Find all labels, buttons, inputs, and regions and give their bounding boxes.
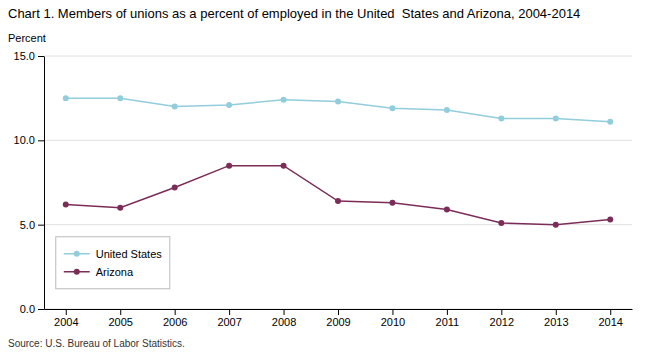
x-tick-label: 2014 <box>598 316 622 328</box>
marker <box>117 205 123 211</box>
x-tick-mark <box>338 309 339 315</box>
grid-line <box>44 140 632 141</box>
line <box>66 166 610 225</box>
y-tick: 10.0 <box>14 134 44 146</box>
x-tick: 2009 <box>326 309 350 328</box>
marker <box>63 201 69 207</box>
series <box>63 163 613 228</box>
marker <box>498 220 504 226</box>
marker <box>498 115 504 121</box>
x-tick-label: 2011 <box>436 316 460 328</box>
marker <box>226 163 232 169</box>
marker <box>553 222 559 228</box>
x-tick: 2006 <box>163 309 187 328</box>
x-tick-mark <box>501 309 502 315</box>
plot: 2004 2005 2006 2007 2008 2009 2010 2011 2012 2013… <box>14 50 633 328</box>
marker <box>389 105 395 111</box>
marker <box>172 185 178 191</box>
x-tick-label: 2006 <box>163 316 187 328</box>
marker <box>335 99 341 105</box>
legend-marker <box>74 251 80 257</box>
legend-box <box>56 237 170 289</box>
y-tick-mark <box>38 56 44 57</box>
y-axis: 0.0 5.0 10.0 15.0 <box>14 50 45 315</box>
x-tick-label: 2012 <box>490 316 514 328</box>
marker <box>281 163 287 169</box>
y-tick-label: 10.0 <box>14 134 35 146</box>
x-tick: 2010 <box>381 309 405 328</box>
marker <box>63 95 69 101</box>
y-axis-line <box>44 57 45 310</box>
legend-marker <box>74 269 80 275</box>
x-tick-mark <box>175 309 176 315</box>
marker <box>172 104 178 110</box>
x-tick: 2014 <box>598 309 622 328</box>
y-tick: 5.0 <box>20 219 44 231</box>
x-axis: 2004 2005 2006 2007 2008 2009 2010 2011 2012 2013… <box>45 309 633 328</box>
y-tick-mark <box>38 140 44 141</box>
x-tick: 2007 <box>217 309 241 328</box>
marker <box>607 217 613 223</box>
x-tick-label: 2007 <box>217 316 241 328</box>
y-tick: 0.0 <box>20 303 44 315</box>
x-tick-mark <box>229 309 230 315</box>
marker <box>281 97 287 103</box>
y-tick-label: 5.0 <box>20 219 35 231</box>
x-tick: 2004 <box>54 309 78 328</box>
x-tick: 2013 <box>544 309 568 328</box>
x-tick-label: 2004 <box>54 316 78 328</box>
marker <box>444 206 450 212</box>
marker <box>444 107 450 113</box>
x-tick-label: 2010 <box>381 316 405 328</box>
grid-line <box>44 56 632 57</box>
y-axis-title: Percent <box>8 32 46 44</box>
legend-label: Arizona <box>96 266 134 278</box>
marker <box>553 115 559 121</box>
y-tick: 15.0 <box>14 50 44 62</box>
legend: United States Arizona <box>56 237 170 289</box>
x-tick-label: 2013 <box>544 316 568 328</box>
grid <box>44 56 632 309</box>
x-tick-mark <box>284 309 285 315</box>
y-tick-mark <box>38 225 44 226</box>
x-tick-mark <box>66 309 67 315</box>
y-tick-label: 0.0 <box>20 303 35 315</box>
x-tick: 2011 <box>436 309 460 328</box>
marker <box>335 198 341 204</box>
x-tick-mark <box>120 309 121 315</box>
y-tick-label: 15.0 <box>14 50 35 62</box>
x-tick-label: 2008 <box>272 316 296 328</box>
marker <box>389 200 395 206</box>
title: Chart 1. Members of unions as a percent … <box>8 6 580 21</box>
x-tick-mark <box>392 309 393 315</box>
marker <box>607 119 613 125</box>
annotation: Source: U.S. Bureau of Labor Statistics. <box>8 338 185 349</box>
marker <box>117 95 123 101</box>
x-tick-label: 2009 <box>326 316 350 328</box>
series-layer <box>63 95 613 228</box>
marker <box>226 102 232 108</box>
legend-label: United States <box>96 248 163 260</box>
x-tick-mark <box>556 309 557 315</box>
y-tick-mark <box>38 309 44 310</box>
series <box>63 95 613 125</box>
x-tick: 2012 <box>490 309 514 328</box>
chart: Chart 1. Members of unions as a percent … <box>0 0 650 353</box>
x-tick-mark <box>610 309 611 315</box>
x-tick-mark <box>447 309 448 315</box>
line <box>66 98 610 122</box>
x-tick: 2008 <box>272 309 296 328</box>
x-tick-label: 2005 <box>108 316 132 328</box>
x-tick: 2005 <box>108 309 132 328</box>
